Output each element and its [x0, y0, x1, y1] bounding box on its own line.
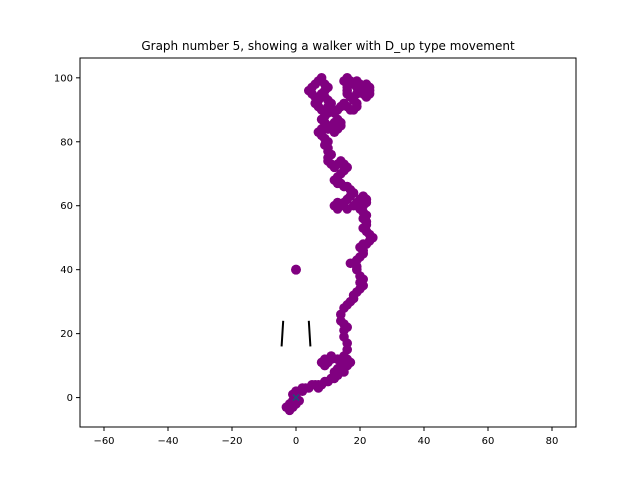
- x-tick-label: 0: [293, 436, 299, 447]
- x-tick-label: −40: [157, 436, 178, 447]
- start-marker-stroke: [292, 394, 300, 402]
- walk-point: [352, 89, 362, 99]
- x-tick-label: −60: [93, 436, 114, 447]
- chart-title: Graph number 5, showing a walker with D_…: [141, 39, 515, 53]
- x-tick-label: 20: [354, 436, 367, 447]
- line-segment: [307, 320, 312, 347]
- y-tick-label: 0: [67, 393, 73, 404]
- plot-frame: [79, 57, 577, 428]
- y-tick-label: 20: [60, 329, 73, 340]
- x-axis: −60 −40 −20 0 20 40 60 80: [93, 427, 558, 447]
- y-tick-label: 80: [60, 137, 73, 148]
- y-tick-label: 100: [54, 73, 73, 84]
- y-tick-label: 40: [60, 265, 73, 276]
- data-marks: [280, 73, 378, 416]
- isolated-point: [291, 264, 301, 275]
- x-tick-label: 80: [546, 436, 559, 447]
- x-tick-label: 60: [482, 436, 495, 447]
- y-tick-label: 60: [60, 201, 73, 212]
- start-marker: [292, 394, 300, 402]
- y-axis: 0 20 40 60 80 100: [54, 73, 80, 404]
- line-segment: [280, 320, 285, 347]
- x-tick-label: −20: [221, 436, 242, 447]
- x-tick-label: 40: [418, 436, 431, 447]
